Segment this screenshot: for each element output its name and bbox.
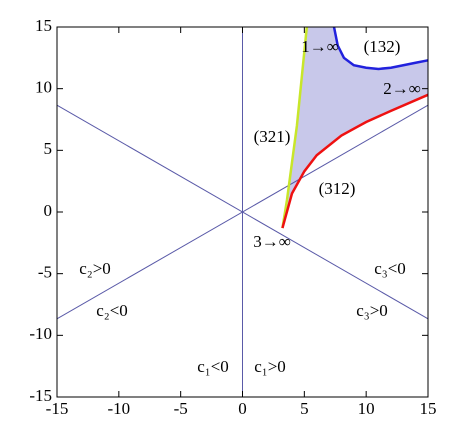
x-tick-label: 0	[238, 399, 247, 418]
annotation: c₃>0	[356, 301, 388, 320]
annotation: (132)	[364, 37, 401, 56]
x-tick-label: -15	[46, 399, 69, 418]
x-tick-label: 10	[358, 399, 375, 418]
y-tick-label: 0	[44, 201, 53, 220]
annotation: c₁>0	[254, 357, 286, 376]
y-tick-label: -10	[29, 324, 52, 343]
curve	[281, 93, 429, 229]
annotation: c₂>0	[79, 259, 111, 278]
y-tick-label: 15	[35, 16, 52, 35]
annotation: 1→∞	[301, 37, 339, 56]
curve	[281, 26, 309, 229]
annotation: 3→∞	[253, 232, 291, 251]
x-tick-label: -10	[107, 399, 130, 418]
y-tick-label: 5	[44, 139, 53, 158]
annotation: c₂<0	[96, 301, 128, 320]
annotation: c₁<0	[197, 357, 229, 376]
annotation: 2→∞	[383, 79, 421, 98]
annotation: c₃<0	[374, 259, 406, 278]
x-tick-label: 15	[420, 399, 437, 418]
annotation: (312)	[319, 179, 356, 198]
y-tick-label: -15	[29, 386, 52, 405]
y-tick-label: -5	[38, 263, 52, 282]
x-tick-label: -5	[174, 399, 188, 418]
y-tick-label: 10	[35, 78, 52, 97]
annotation: (321)	[254, 127, 291, 146]
x-tick-label: 5	[300, 399, 309, 418]
curve	[56, 104, 429, 320]
curve	[332, 26, 429, 71]
